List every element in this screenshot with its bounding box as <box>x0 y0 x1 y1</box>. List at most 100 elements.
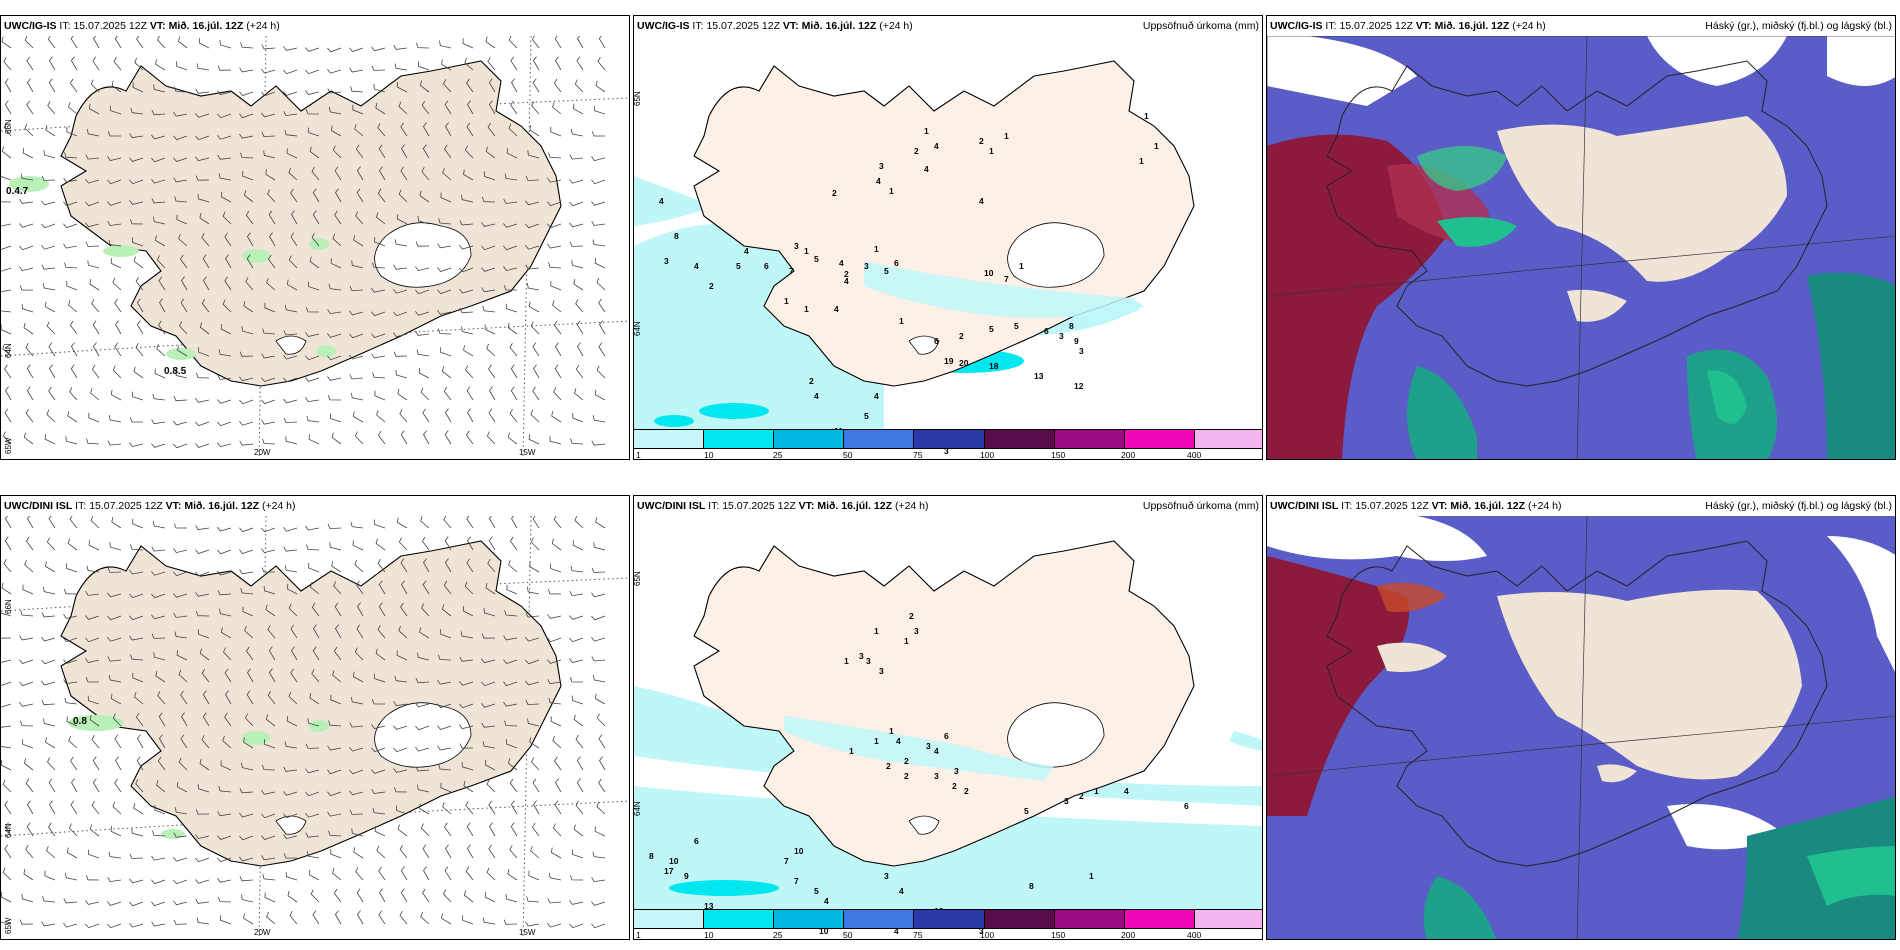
wind-barb <box>510 364 518 379</box>
precip-value: 5 <box>814 254 819 264</box>
init-time: 15.07.2025 12Z <box>722 500 796 512</box>
wind-barb <box>440 347 452 357</box>
wind-barb <box>398 189 408 203</box>
wind-barb <box>217 835 232 840</box>
precip-value: 3 <box>979 926 984 936</box>
precip-value: 2 <box>914 146 919 156</box>
wind-barb <box>88 849 100 859</box>
wind-barb <box>41 245 56 250</box>
wind-barb <box>569 900 584 905</box>
wind-barb <box>508 559 518 573</box>
wind-barb <box>459 220 474 226</box>
wind-barb <box>527 150 540 159</box>
wind-barb <box>285 436 298 445</box>
wind-barb <box>398 101 408 115</box>
wind-barb <box>86 438 100 445</box>
wind-barb <box>283 813 298 819</box>
wind-barb <box>305 832 320 838</box>
wind-barb <box>261 789 276 795</box>
wind-barb <box>398 537 408 551</box>
wind-barb <box>176 61 188 71</box>
wind-barb <box>443 79 452 93</box>
wind-barb <box>398 625 408 639</box>
wind-barb <box>173 523 187 529</box>
wind-barb <box>375 212 386 225</box>
wind-barb <box>268 668 276 683</box>
wind-barb <box>488 536 496 551</box>
lat-label: 64N <box>633 321 642 336</box>
wind-barb <box>1 146 12 159</box>
wind-barb <box>593 105 606 115</box>
wind-barb <box>177 36 188 49</box>
wind-barb <box>332 670 342 683</box>
wind-barb <box>547 614 562 619</box>
wind-barb <box>261 855 276 861</box>
precip-value: 5 <box>864 411 869 421</box>
wind-barb <box>1 659 12 663</box>
precip-value: 13 <box>704 901 714 911</box>
wind-barb <box>530 537 540 551</box>
wind-barb <box>591 220 606 226</box>
wind-barb <box>129 593 144 599</box>
wind-barb <box>63 637 78 643</box>
wind-barb <box>576 778 584 793</box>
wind-barb <box>173 919 188 925</box>
wind-barb <box>481 703 496 708</box>
wind-barb <box>415 330 430 336</box>
wind-barb <box>107 901 122 906</box>
wind-barb <box>91 299 100 313</box>
wind-barb <box>113 56 122 71</box>
wind-barb <box>65 436 78 445</box>
wind-barb <box>19 681 34 687</box>
wind-barb <box>312 210 320 225</box>
precip-value: 2 <box>952 781 957 791</box>
wind-barb <box>459 703 474 709</box>
wind-barb <box>239 876 254 882</box>
wind-barb <box>218 349 232 357</box>
precip-value: 1 <box>989 146 994 156</box>
wind-barb <box>107 615 122 621</box>
wind-barb <box>263 150 276 159</box>
wind-barb <box>110 258 122 269</box>
wind-barb <box>261 131 276 138</box>
wind-barb <box>441 604 452 617</box>
wind-barb <box>503 223 518 228</box>
wind-barb <box>195 879 210 884</box>
wind-barb <box>1 582 12 595</box>
wind-barb <box>195 397 210 403</box>
wind-barb <box>488 800 496 815</box>
wind-barb <box>173 396 188 402</box>
precip-value: 3 <box>879 161 884 171</box>
wind-barb <box>415 677 430 684</box>
precip-value: 1 <box>874 736 879 746</box>
wind-barb <box>306 851 320 859</box>
wind-barb <box>246 254 254 269</box>
wind-barb <box>44 434 56 445</box>
wind-barb <box>598 342 606 357</box>
wind-barb <box>217 65 232 71</box>
wind-barb <box>201 735 210 749</box>
wind-barb <box>20 610 34 617</box>
wind-barb <box>437 289 452 295</box>
wind-barb <box>195 898 210 904</box>
wind-barb <box>1 703 12 708</box>
wind-barb <box>85 615 100 620</box>
wind-barb <box>415 311 430 316</box>
wind-barb <box>400 602 408 617</box>
wind-barb <box>107 221 122 226</box>
wind-barb <box>195 809 210 815</box>
wind-barb <box>510 822 518 837</box>
wind-barb <box>4 100 12 115</box>
wind-barb <box>393 289 408 294</box>
wind-barb <box>64 697 78 705</box>
wind-barb <box>420 387 430 401</box>
wind-barb <box>48 822 56 837</box>
wind-barb <box>307 281 320 291</box>
precip-value: 7 <box>1004 274 1009 284</box>
precip-value: 1 <box>924 126 929 136</box>
wind-barb <box>462 38 474 49</box>
precip-value: 1 <box>804 246 809 256</box>
valid-time: Mið. 16.júl. 12Z <box>817 500 893 512</box>
wind-barb <box>488 408 496 423</box>
wind-barb <box>532 778 540 793</box>
